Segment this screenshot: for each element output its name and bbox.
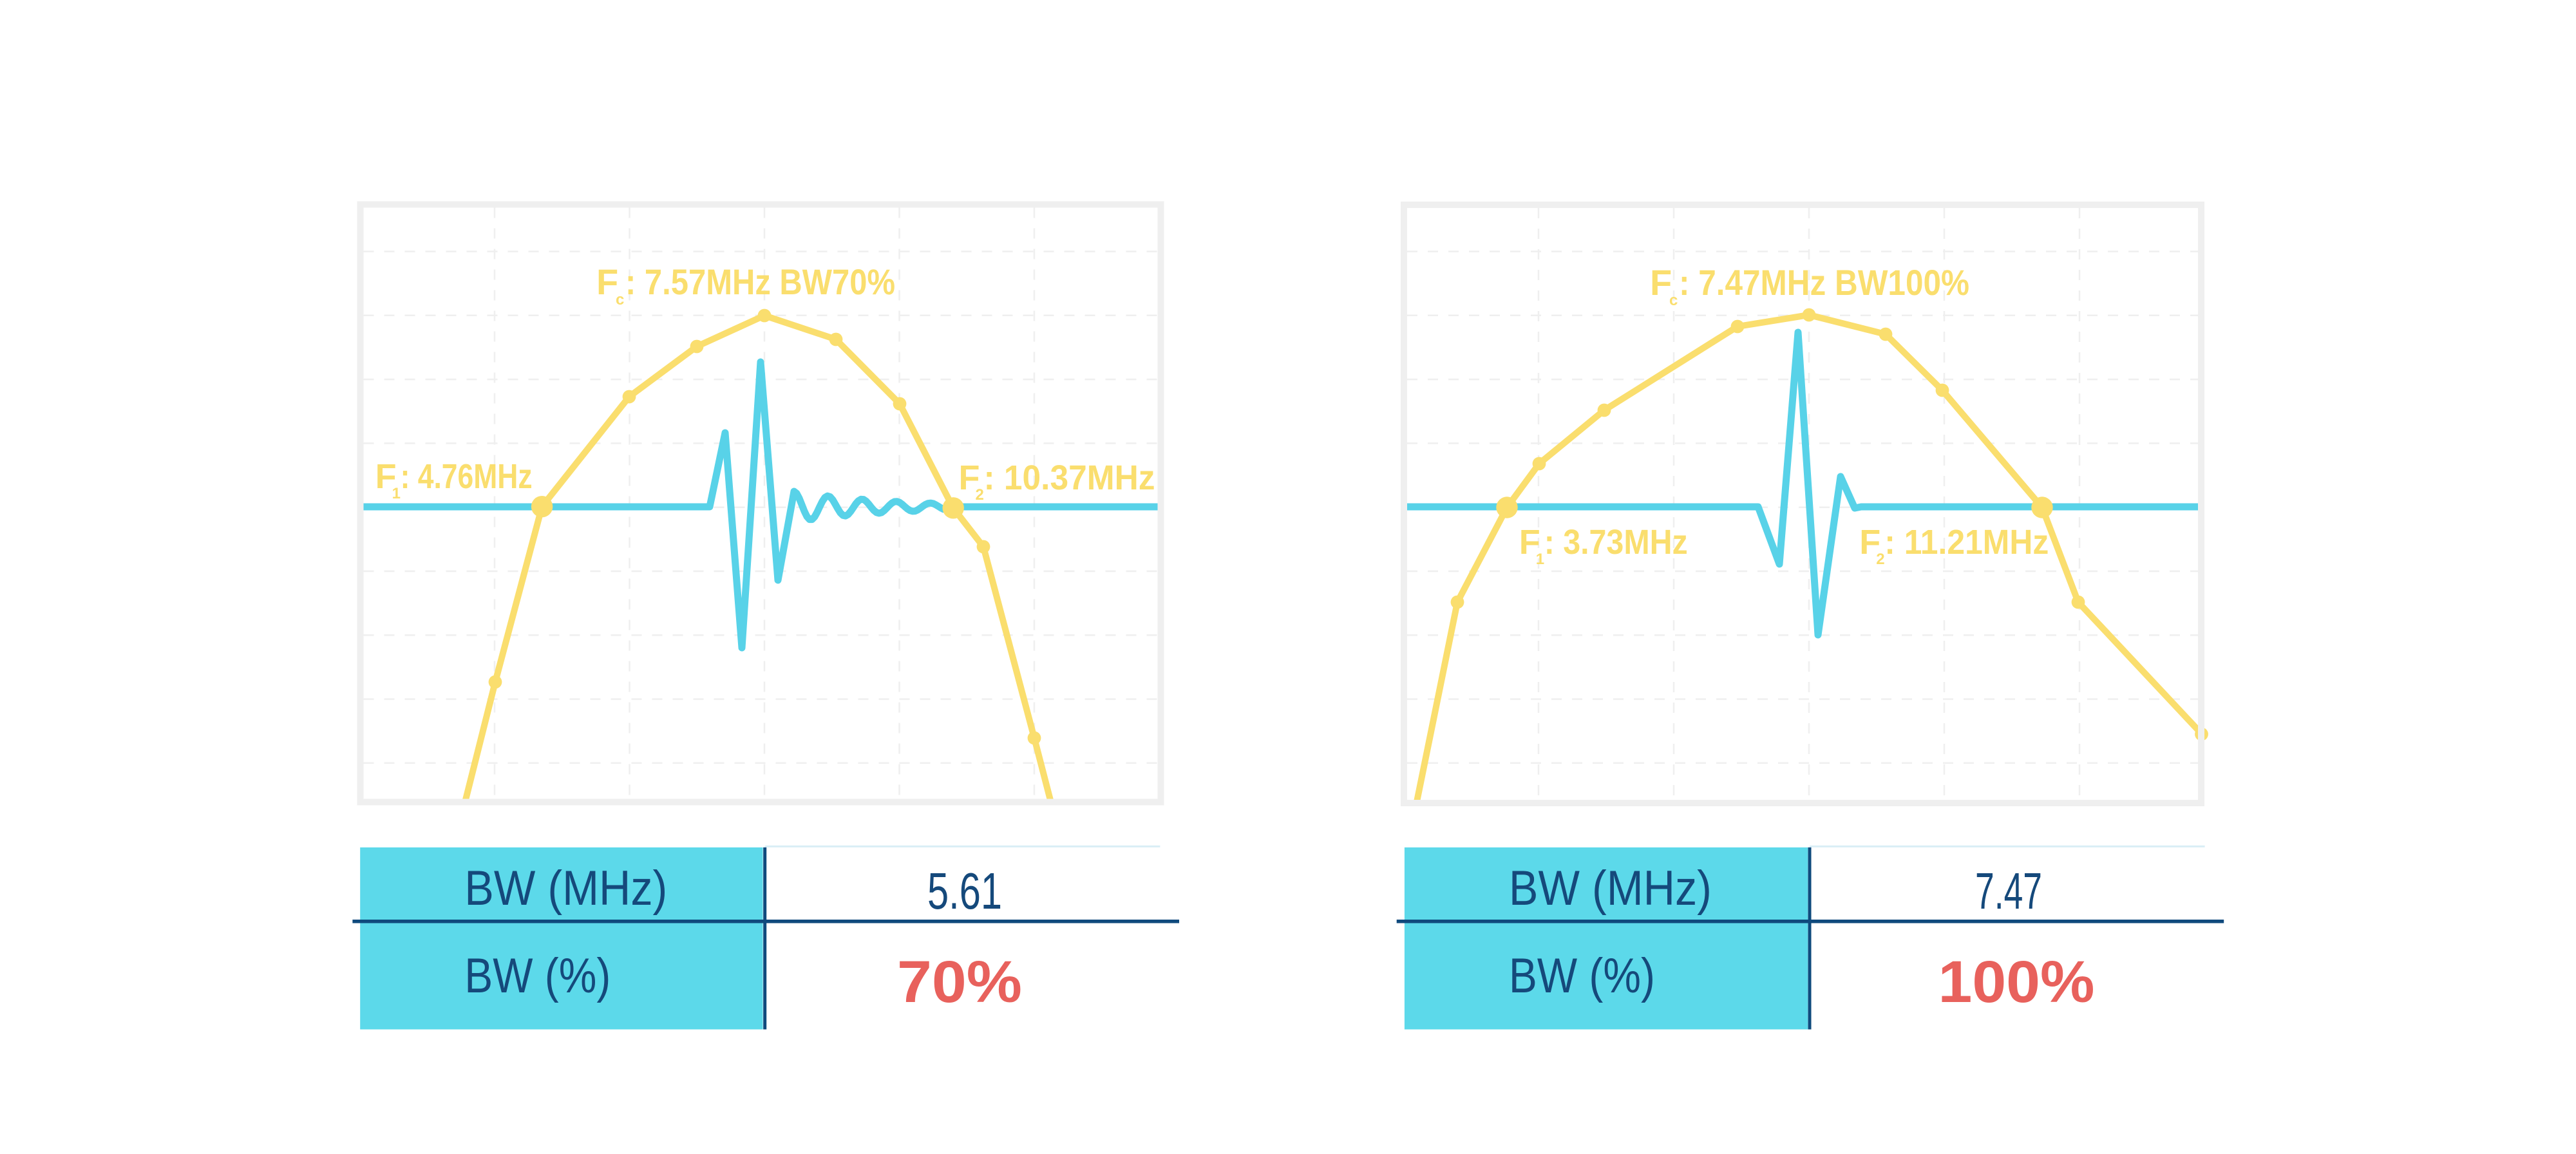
svg-text:c: c <box>1669 292 1678 309</box>
svg-text:F: F <box>375 457 397 496</box>
svg-text:: 4.76MHz: : 4.76MHz <box>401 457 533 496</box>
svg-text:BW (MHz): BW (MHz) <box>464 861 667 916</box>
svg-text:BW (%): BW (%) <box>464 949 611 1003</box>
svg-text:: 11.21MHz: : 11.21MHz <box>1884 523 2049 562</box>
svg-text:: 7.57MHz BW70%: : 7.57MHz BW70% <box>625 261 895 302</box>
svg-text:70%: 70% <box>897 949 1022 1015</box>
svg-text:BW (%): BW (%) <box>1509 949 1655 1003</box>
svg-text:F: F <box>1519 523 1540 562</box>
svg-text:: 10.37MHz: : 10.37MHz <box>984 459 1155 497</box>
svg-text:2: 2 <box>1876 551 1884 568</box>
svg-text:1: 1 <box>1536 551 1544 568</box>
svg-text:7.47: 7.47 <box>1975 862 2042 920</box>
svg-text:5.61: 5.61 <box>927 862 1002 920</box>
svg-text:F: F <box>959 459 980 497</box>
svg-text:1: 1 <box>392 485 401 502</box>
svg-text:2: 2 <box>976 486 984 504</box>
svg-text:: 3.73MHz: : 3.73MHz <box>1544 523 1688 562</box>
svg-text:BW (MHz): BW (MHz) <box>1509 861 1712 916</box>
svg-text:F: F <box>596 261 618 302</box>
svg-text:F: F <box>1650 262 1672 303</box>
svg-text:c: c <box>616 291 624 308</box>
svg-text:: 7.47MHz BW100%: : 7.47MHz BW100% <box>1679 262 1969 303</box>
svg-text:F: F <box>1859 523 1880 562</box>
svg-text:100%: 100% <box>1938 949 2095 1015</box>
